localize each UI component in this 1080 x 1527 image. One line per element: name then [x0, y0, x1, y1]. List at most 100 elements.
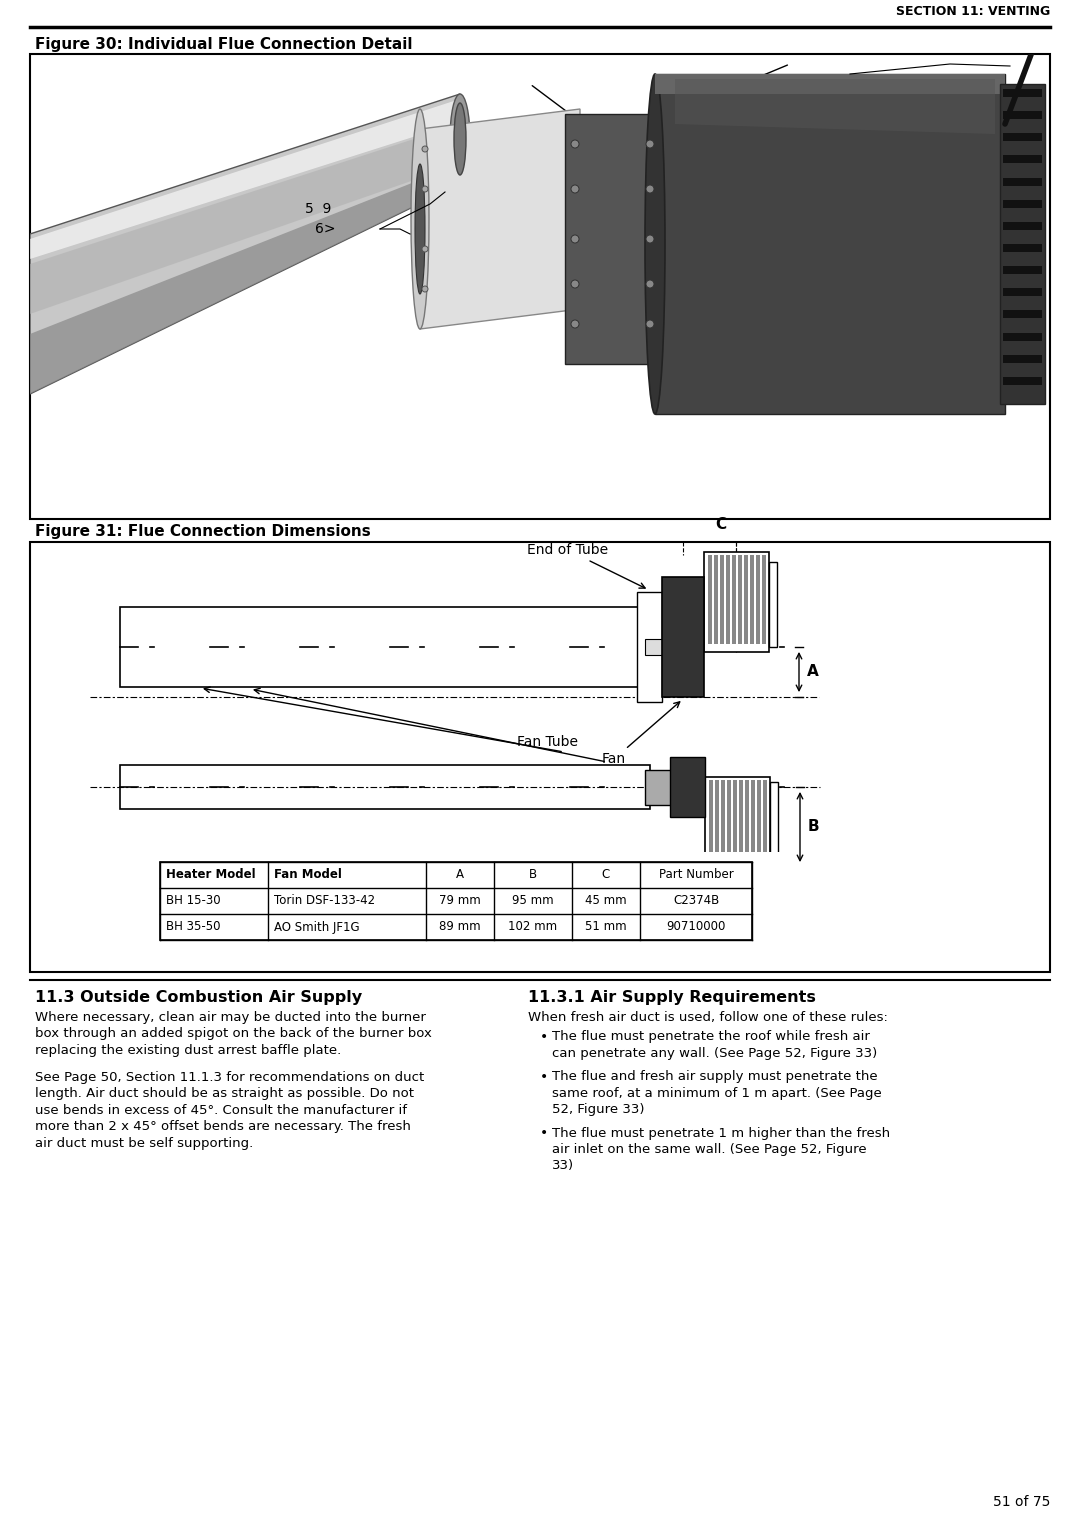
Bar — [160, 863, 752, 941]
Text: The flue and fresh air supply must penetrate the: The flue and fresh air supply must penet… — [552, 1070, 878, 1083]
Text: use bends in excess of 45°. Consult the manufacturer if: use bends in excess of 45°. Consult the … — [35, 1104, 407, 1116]
Ellipse shape — [422, 286, 428, 292]
Polygon shape — [30, 124, 460, 315]
Text: The flue must penetrate the roof while fresh air: The flue must penetrate the roof while f… — [552, 1031, 869, 1043]
Ellipse shape — [646, 235, 654, 243]
Ellipse shape — [422, 186, 428, 192]
Bar — [645, 638, 662, 655]
Ellipse shape — [422, 147, 428, 153]
Bar — [120, 765, 650, 809]
Text: Part Number: Part Number — [659, 869, 733, 881]
Polygon shape — [30, 163, 460, 394]
Bar — [751, 780, 755, 864]
Bar — [1003, 89, 1042, 98]
Text: box through an added spigot on the back of the burner box: box through an added spigot on the back … — [35, 1028, 432, 1040]
Text: C: C — [602, 869, 610, 881]
Text: Where necessary, clean air may be ducted into the burner: Where necessary, clean air may be ducted… — [35, 1011, 426, 1025]
Text: The flue must penetrate 1 m higher than the fresh: The flue must penetrate 1 m higher than … — [552, 1127, 890, 1139]
Text: A: A — [807, 664, 819, 680]
Text: 95 mm: 95 mm — [512, 895, 554, 907]
Text: Fan Tube: Fan Tube — [517, 734, 578, 750]
Text: C2374B: C2374B — [673, 895, 719, 907]
Text: can penetrate any wall. (See Page 52, Figure 33): can penetrate any wall. (See Page 52, Fi… — [552, 1046, 877, 1060]
Bar — [738, 554, 742, 644]
Bar — [705, 777, 770, 867]
Polygon shape — [30, 95, 460, 394]
Bar — [744, 554, 748, 644]
Bar — [1003, 377, 1042, 385]
Bar — [762, 780, 767, 864]
Text: 51 mm: 51 mm — [585, 921, 626, 933]
Bar — [30, 542, 1050, 973]
Ellipse shape — [1029, 23, 1051, 44]
Text: 52, Figure 33): 52, Figure 33) — [552, 1102, 645, 1116]
Ellipse shape — [571, 321, 579, 328]
Ellipse shape — [422, 246, 428, 252]
Ellipse shape — [571, 279, 579, 289]
Bar — [1003, 266, 1042, 275]
Text: air duct must be self supporting.: air duct must be self supporting. — [35, 1136, 253, 1150]
Text: replacing the existing dust arrest baffle plate.: replacing the existing dust arrest baffl… — [35, 1044, 341, 1057]
Ellipse shape — [646, 185, 654, 192]
Text: 89 mm: 89 mm — [440, 921, 481, 933]
Bar — [769, 562, 777, 647]
Text: When fresh air duct is used, follow one of these rules:: When fresh air duct is used, follow one … — [528, 1011, 888, 1025]
Text: AO Smith JF1G: AO Smith JF1G — [274, 921, 360, 933]
Bar — [757, 780, 761, 864]
Text: Heater Model: Heater Model — [166, 869, 256, 881]
Text: length. Air duct should be as straight as possible. Do not: length. Air duct should be as straight a… — [35, 1087, 414, 1099]
Ellipse shape — [571, 185, 579, 192]
Text: 51 of 75: 51 of 75 — [993, 1495, 1050, 1509]
Bar — [704, 551, 769, 652]
Text: BH 35-50: BH 35-50 — [166, 921, 220, 933]
Bar — [739, 780, 743, 864]
Bar — [750, 554, 754, 644]
Bar — [654, 73, 1005, 95]
Bar — [1003, 244, 1042, 252]
Bar — [645, 770, 675, 805]
Bar — [1003, 221, 1042, 231]
Bar — [654, 73, 1005, 414]
Text: air inlet on the same wall. (See Page 52, Figure: air inlet on the same wall. (See Page 52… — [552, 1144, 866, 1156]
Text: BH 15-30: BH 15-30 — [166, 895, 220, 907]
Text: 11.3.1 Air Supply Requirements: 11.3.1 Air Supply Requirements — [528, 989, 815, 1005]
Ellipse shape — [454, 102, 465, 176]
Ellipse shape — [415, 163, 426, 295]
Bar — [715, 780, 719, 864]
Bar — [565, 115, 660, 363]
Bar — [1000, 84, 1045, 405]
Bar — [120, 608, 650, 687]
Text: SECTION 11: VENTING: SECTION 11: VENTING — [895, 5, 1050, 18]
Text: •: • — [540, 1127, 549, 1141]
Bar — [30, 53, 1050, 519]
Bar — [727, 780, 731, 864]
Bar — [1003, 289, 1042, 296]
Text: Torin DSF-133-42: Torin DSF-133-42 — [274, 895, 375, 907]
Text: 102 mm: 102 mm — [509, 921, 557, 933]
Text: same roof, at a minimum of 1 m apart. (See Page: same roof, at a minimum of 1 m apart. (S… — [552, 1087, 881, 1099]
Text: 6>: 6> — [315, 221, 336, 237]
Text: 33): 33) — [552, 1159, 575, 1173]
Bar — [745, 780, 750, 864]
Bar — [721, 780, 725, 864]
Bar — [756, 554, 760, 644]
Polygon shape — [420, 108, 580, 328]
Bar — [670, 757, 705, 817]
Text: 79 mm: 79 mm — [440, 895, 481, 907]
Text: Fan: Fan — [602, 702, 679, 767]
Bar — [662, 577, 704, 696]
Ellipse shape — [646, 140, 654, 148]
Bar — [1003, 310, 1042, 319]
Text: more than 2 x 45° offset bends are necessary. The fresh: more than 2 x 45° offset bends are neces… — [35, 1119, 410, 1133]
Bar — [1003, 333, 1042, 341]
Bar — [1003, 200, 1042, 208]
Text: 90710000: 90710000 — [666, 921, 726, 933]
Text: 11.3 Outside Combustion Air Supply: 11.3 Outside Combustion Air Supply — [35, 989, 362, 1005]
Text: C: C — [715, 518, 726, 531]
Polygon shape — [30, 99, 460, 260]
Ellipse shape — [571, 235, 579, 243]
Bar — [726, 554, 730, 644]
Ellipse shape — [645, 73, 665, 414]
Bar — [762, 554, 766, 644]
Ellipse shape — [571, 140, 579, 148]
